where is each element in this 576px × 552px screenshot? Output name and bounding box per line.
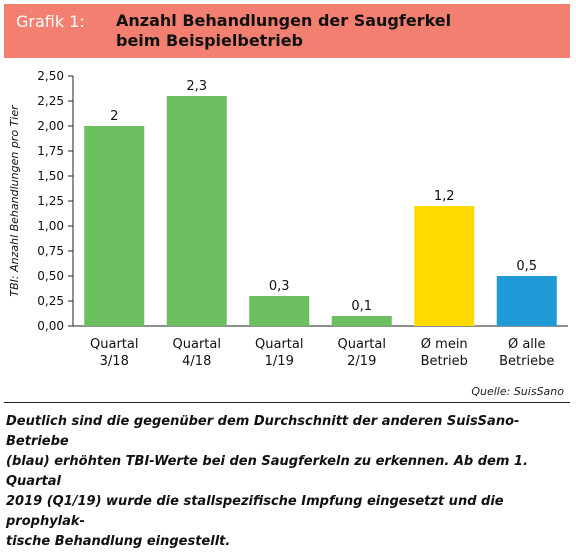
caption-line-3: 2019 (Q1/19) wurde die stallspezifische … <box>6 494 504 529</box>
bar-value-label: 0,5 <box>516 259 537 274</box>
y-tick-label: 0,25 <box>37 294 64 308</box>
figure-caption: Deutlich sind die gegenüber dem Durchsch… <box>6 412 570 552</box>
figure-label: Grafik 1: <box>16 12 85 31</box>
x-category-label: Quartal <box>90 337 138 352</box>
x-category-label: 1/19 <box>265 354 294 369</box>
x-category-label: 3/18 <box>100 354 129 369</box>
caption-divider <box>4 402 570 403</box>
caption-line-4: tische Behandlung eingestellt. <box>6 534 231 549</box>
bar-value-label: 0,1 <box>351 299 372 314</box>
bar-value-label: 2,3 <box>186 79 207 94</box>
caption-line-2: (blau) erhöhten TBI-Werte bei den Saugfe… <box>6 454 528 489</box>
x-category-label: Betriebe <box>499 354 554 369</box>
x-category-label: 2/19 <box>347 354 376 369</box>
bar <box>249 296 310 326</box>
x-category-label: Quartal <box>173 337 221 352</box>
bar <box>414 206 475 326</box>
bar <box>496 276 557 326</box>
source-note: Quelle: SuisSano <box>471 385 564 398</box>
y-tick-label: 1,25 <box>37 194 64 208</box>
bar <box>166 96 227 326</box>
x-category-label: 4/18 <box>182 354 211 369</box>
bar-value-label: 0,3 <box>269 279 290 294</box>
y-axis-title: TBI: Anzahl Behandlungen pro Tier <box>8 104 21 297</box>
figure-title-line-2: beim Beispielbetrieb <box>116 31 303 50</box>
figure-header: Grafik 1: Anzahl Behandlungen der Saugfe… <box>4 4 570 58</box>
y-tick-label: 0,75 <box>37 244 64 258</box>
y-tick-label: 2,00 <box>37 119 64 133</box>
figure-title-line-1: Anzahl Behandlungen der Saugferkel <box>116 11 452 30</box>
x-category-label: Quartal <box>338 337 386 352</box>
x-category-label: Betrieb <box>421 354 468 369</box>
bar-chart: 0,00 0,25 0,50 0,75 1,00 1,25 1,50 1,75 2,00 2,25… <box>8 69 568 369</box>
bar-value-label: 1,2 <box>434 189 455 204</box>
figure-title: Anzahl Behandlungen der Saugferkel beim … <box>116 11 556 51</box>
y-tick-label: 2,25 <box>37 94 64 108</box>
y-tick-label: 1,50 <box>37 169 64 183</box>
y-tick-label: 0,50 <box>37 269 64 283</box>
y-tick-label: 2,50 <box>37 69 64 83</box>
y-tick-label: 0,00 <box>37 319 64 333</box>
bar <box>331 316 392 326</box>
x-category-label: Ø mein <box>421 337 468 352</box>
caption-line-1: Deutlich sind die gegenüber dem Durchsch… <box>6 414 520 449</box>
x-category-label: Quartal <box>255 337 303 352</box>
y-tick-label: 1,75 <box>37 144 64 158</box>
bar <box>84 126 145 326</box>
y-tick-label: 1,00 <box>37 219 64 233</box>
bar-value-label: 2 <box>110 109 118 124</box>
x-category-label: Ø alle <box>508 337 546 352</box>
